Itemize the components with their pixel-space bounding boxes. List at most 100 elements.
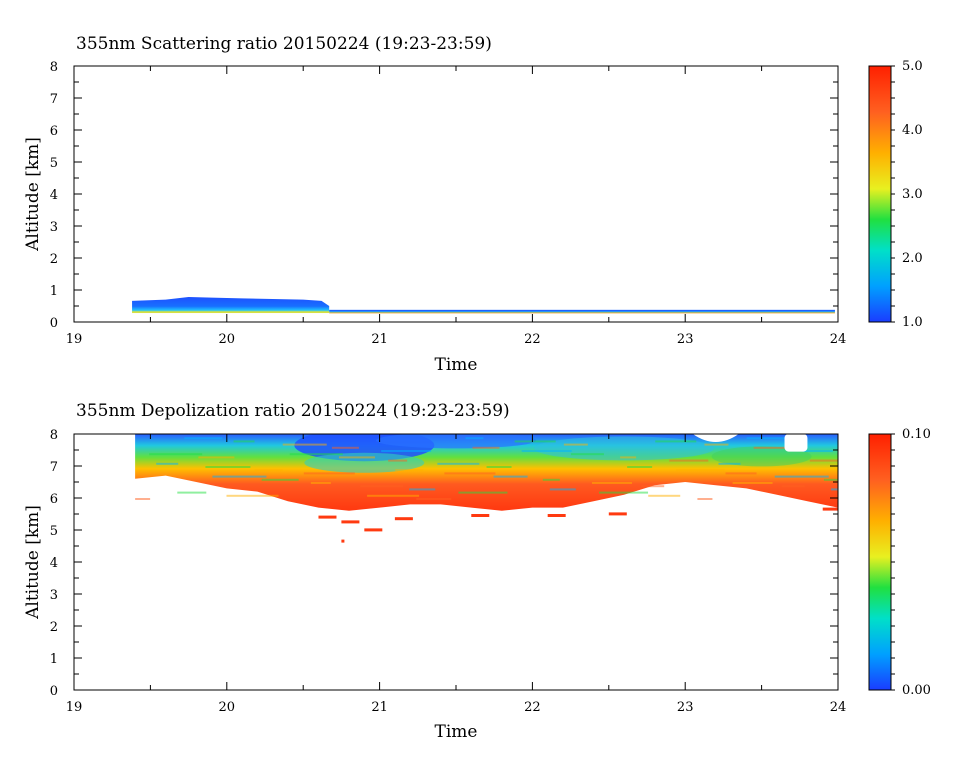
y-tick-label: 3: [50, 220, 58, 235]
fall-streak: [608, 512, 627, 516]
streak: [261, 478, 299, 481]
streak: [570, 453, 604, 456]
y-axis-label: Altitude [km]: [23, 137, 43, 252]
streak: [184, 437, 223, 440]
streak: [289, 453, 343, 456]
y-tick-label: 8: [50, 60, 58, 75]
colorbar: 0.00 0.10: [868, 427, 931, 698]
streak: [549, 488, 576, 491]
colorbar-tick-label: 0.00: [902, 683, 931, 698]
streak: [409, 488, 436, 491]
streak: [599, 491, 649, 494]
streak: [697, 498, 713, 500]
streak: [641, 485, 665, 488]
mid-depol-band: [304, 452, 425, 473]
chart-title: 355nm Scattering ratio 20150224 (19:23-2…: [76, 34, 492, 54]
y-tick-label: 0: [50, 316, 58, 331]
streak: [774, 475, 829, 478]
fall-streak: [394, 517, 413, 521]
streak: [310, 482, 331, 484]
colorbar: 1.0 2.0 3.0 4.0 5.0: [868, 59, 923, 330]
clear-gap: [692, 434, 739, 442]
y-tick-label: 6: [50, 124, 58, 139]
streak: [591, 482, 632, 484]
surface-layer: [329, 312, 835, 314]
y-ticks: 0 1 2 3 4 5 6 7 8: [50, 428, 838, 699]
colorbar-ticks: 1.0 2.0 3.0 4.0 5.0: [891, 59, 923, 330]
fall-streak: [341, 520, 360, 524]
surface-layer: [132, 311, 330, 314]
streak: [212, 475, 267, 478]
streak: [781, 485, 805, 488]
streak: [627, 466, 653, 468]
fall-streak: [318, 515, 337, 519]
streak: [676, 469, 725, 472]
x-axis-label: Time: [435, 722, 478, 742]
streak: [149, 453, 203, 456]
streak: [718, 462, 741, 465]
x-tick-label: 22: [524, 332, 541, 347]
colorbar-gradient: [868, 433, 892, 691]
colorbar-tick-label: 4.0: [902, 123, 923, 138]
streak: [395, 469, 424, 472]
streak: [493, 475, 528, 478]
y-tick-label: 3: [50, 588, 58, 603]
streak: [458, 491, 508, 494]
x-tick-label: 23: [677, 700, 694, 715]
streak: [830, 488, 838, 491]
streak: [620, 456, 637, 459]
streak: [338, 456, 375, 459]
heatmap-data: [74, 434, 838, 543]
x-tick-label: 19: [66, 332, 83, 347]
streak: [444, 472, 496, 475]
y-tick-label: 1: [50, 284, 58, 299]
colorbar-gradient: [868, 65, 892, 323]
streak: [198, 456, 235, 459]
chart-title: 355nm Depolization ratio 20150224 (19:23…: [76, 401, 510, 421]
streak: [725, 472, 757, 475]
streak: [542, 478, 560, 481]
streak: [367, 494, 420, 497]
streak: [465, 437, 484, 440]
colorbar-tick-label: 3.0: [902, 187, 923, 202]
colorbar-ticks: 0.00 0.10: [891, 427, 931, 698]
streak: [704, 443, 729, 446]
x-tick-label: 20: [219, 700, 236, 715]
streak: [655, 440, 697, 443]
streak: [381, 450, 432, 452]
y-axis-label: Altitude [km]: [23, 505, 43, 620]
mid-depol-band: [711, 446, 812, 467]
y-tick-label: 7: [50, 92, 58, 107]
streak: [823, 478, 838, 481]
streak: [437, 462, 480, 465]
fall-streak: [547, 514, 566, 517]
y-tick-label: 6: [50, 492, 58, 507]
x-tick-label: 21: [371, 700, 388, 715]
fall-streak: [364, 528, 383, 532]
colorbar-tick-label: 0.10: [902, 427, 931, 442]
x-tick-label: 23: [677, 332, 694, 347]
y-tick-label: 5: [50, 524, 58, 539]
streak: [135, 498, 151, 500]
streak: [233, 440, 255, 443]
x-tick-label: 20: [219, 332, 236, 347]
streak: [226, 494, 279, 497]
y-tick-label: 1: [50, 652, 58, 667]
plot-frame: [73, 65, 839, 323]
x-ticks: 19 20 21 22 23 24: [66, 434, 847, 715]
y-tick-label: 2: [50, 620, 58, 635]
streak: [331, 446, 359, 449]
streak: [753, 446, 801, 449]
streak: [254, 469, 283, 472]
colorbar-tick-label: 5.0: [902, 59, 923, 74]
streak: [746, 437, 785, 440]
streak: [732, 482, 773, 484]
panel-scattering-ratio: 355nm Scattering ratio 20150224 (19:23-2…: [23, 34, 923, 375]
surface-layer: [329, 311, 835, 313]
fall-streak: [341, 539, 345, 543]
streak: [156, 462, 179, 465]
y-tick-label: 0: [50, 684, 58, 699]
x-tick-label: 24: [830, 700, 847, 715]
colorbar-tick-label: 1.0: [902, 315, 923, 330]
heatmap-data: [132, 297, 835, 314]
